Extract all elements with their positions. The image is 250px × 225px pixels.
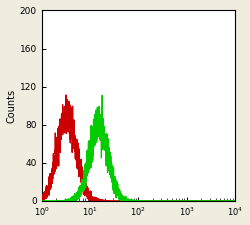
- Y-axis label: Counts: Counts: [7, 89, 17, 123]
